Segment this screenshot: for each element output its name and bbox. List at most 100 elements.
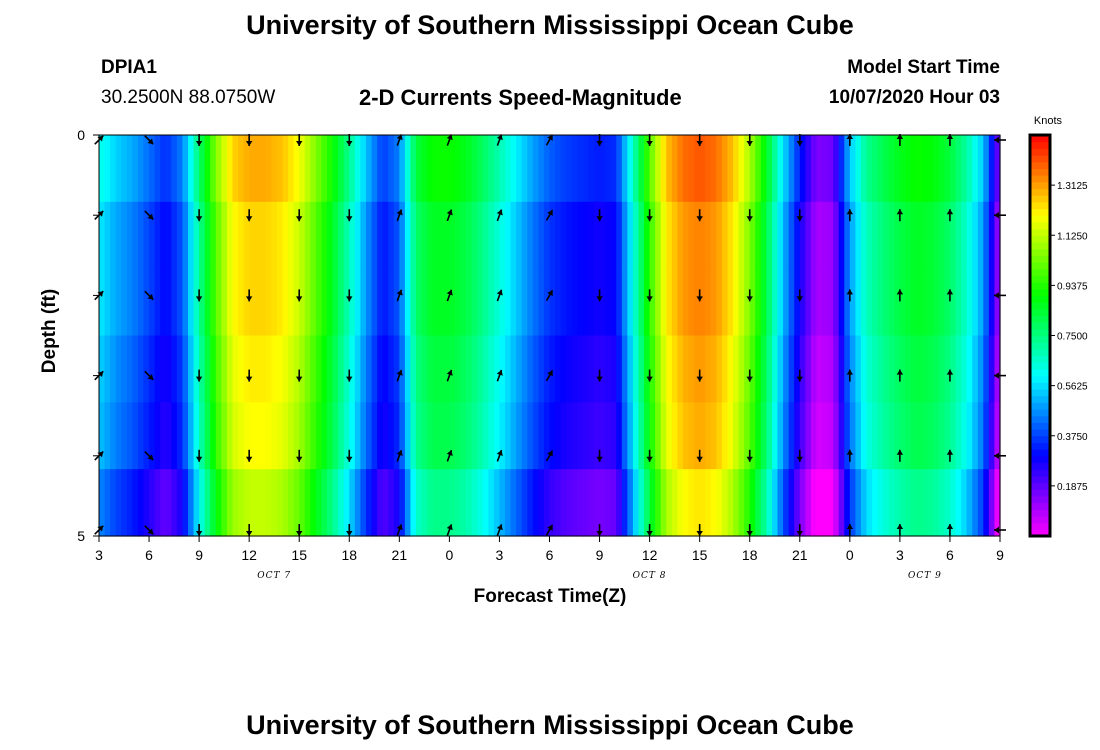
colorbar-swatch (1030, 348, 1050, 357)
heatmap-cell (393, 135, 400, 203)
current-arrow (245, 209, 253, 222)
heatmap-cell (143, 402, 150, 470)
heatmap-cell (193, 135, 200, 203)
heatmap-cell (822, 268, 829, 337)
heatmap-cell (310, 402, 317, 470)
heatmap-cell (315, 402, 323, 470)
current-arrow (195, 449, 203, 462)
heatmap-cell (816, 469, 823, 537)
heatmap-cell (460, 201, 467, 270)
heatmap-cell (282, 268, 289, 337)
heatmap-cell (555, 135, 562, 203)
heatmap-cell (276, 469, 284, 537)
heatmap-cell (894, 335, 901, 403)
heatmap-cell (404, 268, 412, 337)
heatmap-cell (644, 135, 651, 203)
heatmap-cell (727, 335, 734, 403)
heatmap-cell (421, 469, 428, 537)
current-arrow (496, 449, 503, 462)
colorbar-swatch (1030, 375, 1050, 383)
y-axis: 05 (77, 127, 99, 544)
heatmap-cell (721, 402, 729, 470)
heatmap-cell (660, 469, 667, 537)
heatmap-cell (927, 335, 934, 403)
heatmap-cell (560, 335, 567, 403)
heatmap-cell (710, 135, 717, 203)
current-arrow (796, 369, 803, 382)
current-arrow (346, 524, 353, 536)
heatmap-cell (649, 201, 656, 270)
heatmap-cell (738, 402, 745, 470)
heatmap-cell (265, 201, 273, 270)
heatmap-cell (977, 402, 984, 470)
heatmap-cell (994, 469, 1001, 537)
heatmap-cell (599, 469, 606, 537)
heatmap-cell (232, 268, 239, 337)
heatmap-cell (249, 135, 256, 203)
heatmap-cell (777, 135, 784, 203)
heatmap-cell (810, 402, 818, 470)
current-arrow (646, 369, 653, 382)
heatmap-cell (410, 402, 417, 470)
heatmap-cell (805, 402, 812, 470)
heatmap-cell (349, 402, 356, 470)
heatmap-cell (104, 135, 111, 203)
x-tick-label: 15 (291, 547, 307, 563)
heatmap-cell (271, 469, 278, 537)
heatmap-cell (727, 268, 734, 337)
heatmap-cell (983, 402, 990, 470)
heatmap-cell (582, 469, 590, 537)
heatmap-cell (226, 135, 234, 203)
x-tick-label: 21 (792, 547, 808, 563)
heatmap-cell (911, 469, 918, 537)
heatmap-cell (716, 469, 723, 537)
current-arrow (946, 289, 954, 302)
heatmap-cell (860, 335, 868, 403)
colorbar-swatch (1030, 475, 1050, 484)
colorbar-tick-label: 0.1875 (1057, 482, 1088, 493)
heatmap-cell (427, 268, 434, 337)
heatmap-cell (527, 268, 534, 337)
heatmap-cell (254, 268, 261, 337)
heatmap-cell (671, 335, 679, 403)
heatmap-cell (671, 135, 679, 203)
current-arrow (896, 369, 904, 382)
current-arrow (646, 449, 653, 462)
heatmap-cell (99, 135, 106, 203)
heatmap-cell (449, 135, 456, 203)
heatmap-cell (949, 135, 957, 203)
heatmap-cell (888, 201, 895, 270)
heatmap-cell (282, 402, 289, 470)
heatmap-cell (271, 268, 278, 337)
heatmap-cell (627, 135, 634, 203)
heatmap-cell (599, 135, 606, 203)
heatmap-cell (149, 268, 156, 337)
colorbar-swatch (1030, 422, 1050, 430)
heatmap-cell (210, 402, 217, 470)
heatmap-cell (866, 335, 873, 403)
heatmap-cell (566, 268, 573, 337)
heatmap-cell (226, 469, 234, 537)
heatmap-cell (365, 469, 373, 537)
heatmap-cell (883, 135, 890, 203)
current-arrow (796, 289, 803, 302)
current-arrow (596, 524, 603, 536)
heatmap-cell (916, 268, 923, 337)
heatmap-cell (833, 268, 840, 337)
heatmap-cell (332, 135, 339, 203)
current-arrow (596, 134, 603, 146)
heatmap-cell (354, 135, 361, 203)
colorbar-tick-label: 0.9375 (1057, 281, 1088, 292)
heatmap-cell (677, 135, 684, 203)
heatmap-cell (799, 135, 806, 203)
heatmap-cell (616, 402, 623, 470)
heatmap-cell (755, 201, 762, 270)
heatmap-cell (933, 335, 940, 403)
heatmap-cell (260, 201, 267, 270)
heatmap-cell (760, 201, 768, 270)
heatmap-cell (582, 201, 590, 270)
heatmap-cell (838, 469, 845, 537)
heatmap-cell (199, 335, 206, 403)
heatmap-cell (165, 469, 172, 537)
heatmap-cell (894, 402, 901, 470)
